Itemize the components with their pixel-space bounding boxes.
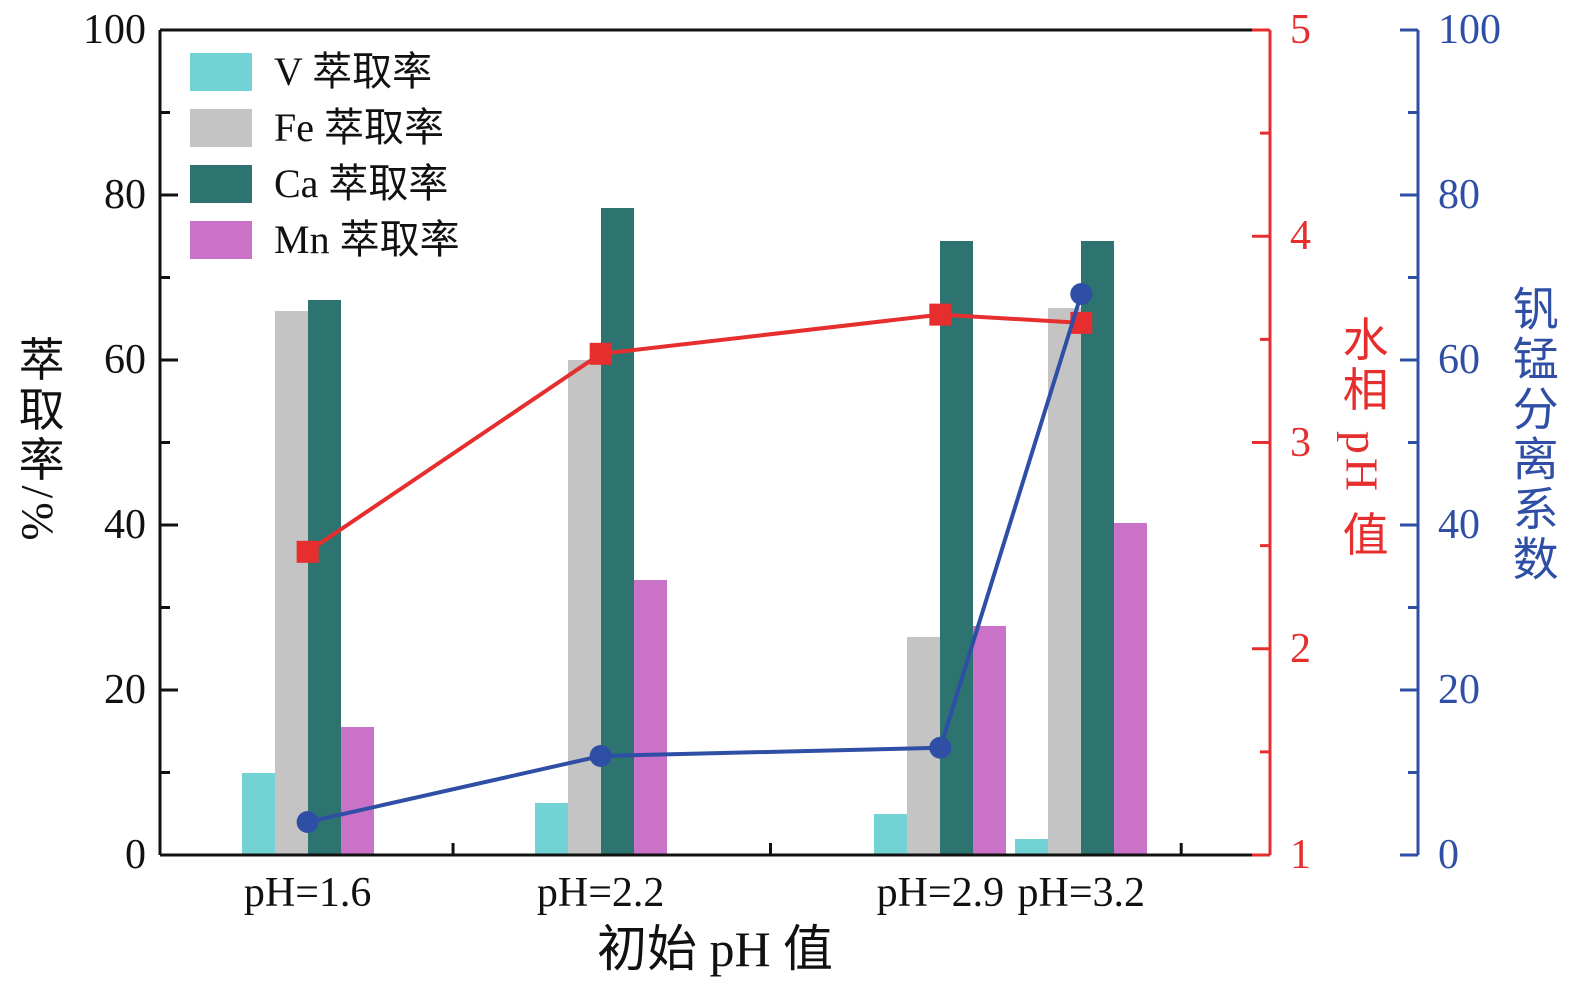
bar-mn-pH=3.2 [1114, 522, 1148, 855]
tick-label: 80 [1438, 172, 1480, 218]
tick-label: pH=2.9 [876, 870, 1005, 916]
bar-mn-pH=1.6 [340, 727, 374, 855]
tick-label: 5 [1290, 7, 1311, 53]
tick-label: 1 [1290, 832, 1311, 878]
bar-ca-pH=3.2 [1081, 241, 1115, 855]
bar-fe-pH=3.2 [1048, 308, 1082, 855]
tick-label: pH=1.6 [243, 870, 372, 916]
bar-v-pH=2.9 [874, 813, 908, 855]
tick-label: 100 [83, 7, 146, 53]
legend-label-v: V 萃取率 [274, 49, 433, 94]
bar-fe-pH=1.6 [274, 310, 308, 855]
tick-label: 40 [104, 502, 146, 548]
ph-axis-title: 水相 pH 值 [1336, 315, 1388, 561]
bar-v-pH=3.2 [1015, 838, 1049, 855]
bar-v-pH=1.6 [241, 772, 275, 855]
bar-ca-pH=1.6 [307, 299, 341, 855]
bar-ca-pH=2.2 [600, 208, 634, 855]
sep-axis-title: 钒锰分离系数 [1506, 285, 1558, 585]
left-axis-title: 萃取率/% [12, 335, 64, 545]
bar-mn-pH=2.9 [973, 625, 1007, 855]
legend-label-mn: Mn 萃取率 [274, 217, 460, 262]
legend-item-v: V 萃取率 [190, 52, 460, 92]
tick-label: 20 [1438, 667, 1480, 713]
legend-swatch-fe [190, 109, 252, 147]
legend-label-fe: Fe 萃取率 [274, 105, 444, 150]
tick-label: 60 [1438, 337, 1480, 383]
tick-label: 60 [104, 337, 146, 383]
tick-label: 20 [104, 667, 146, 713]
legend-item-mn: Mn 萃取率 [190, 220, 460, 260]
bar-mn-pH=2.2 [633, 580, 667, 855]
legend-swatch-v [190, 53, 252, 91]
bar-fe-pH=2.9 [907, 637, 941, 855]
legend: V 萃取率 Fe 萃取率 Ca 萃取率 Mn 萃取率 [190, 52, 460, 260]
tick-label: 2 [1290, 625, 1311, 672]
tick-label: 0 [125, 832, 146, 878]
legend-swatch-ca [190, 165, 252, 203]
bar-ca-pH=2.9 [940, 241, 974, 855]
tick-label: pH=3.2 [1017, 870, 1146, 916]
tick-label: pH=2.2 [536, 870, 665, 916]
bar-v-pH=2.2 [534, 803, 568, 855]
tick-label: 100 [1438, 7, 1501, 53]
tick-label: 0 [1438, 832, 1459, 878]
legend-item-fe: Fe 萃取率 [190, 108, 460, 148]
legend-label-ca: Ca 萃取率 [274, 161, 449, 206]
x-axis-title: 初始 pH 值 [596, 921, 834, 977]
bar-fe-pH=2.2 [567, 360, 601, 855]
tick-label: 4 [1290, 213, 1311, 260]
tick-label: 3 [1290, 419, 1311, 466]
tick-label: 40 [1438, 502, 1480, 548]
legend-swatch-mn [190, 221, 252, 259]
legend-item-ca: Ca 萃取率 [190, 164, 460, 204]
tick-label: 80 [104, 172, 146, 218]
